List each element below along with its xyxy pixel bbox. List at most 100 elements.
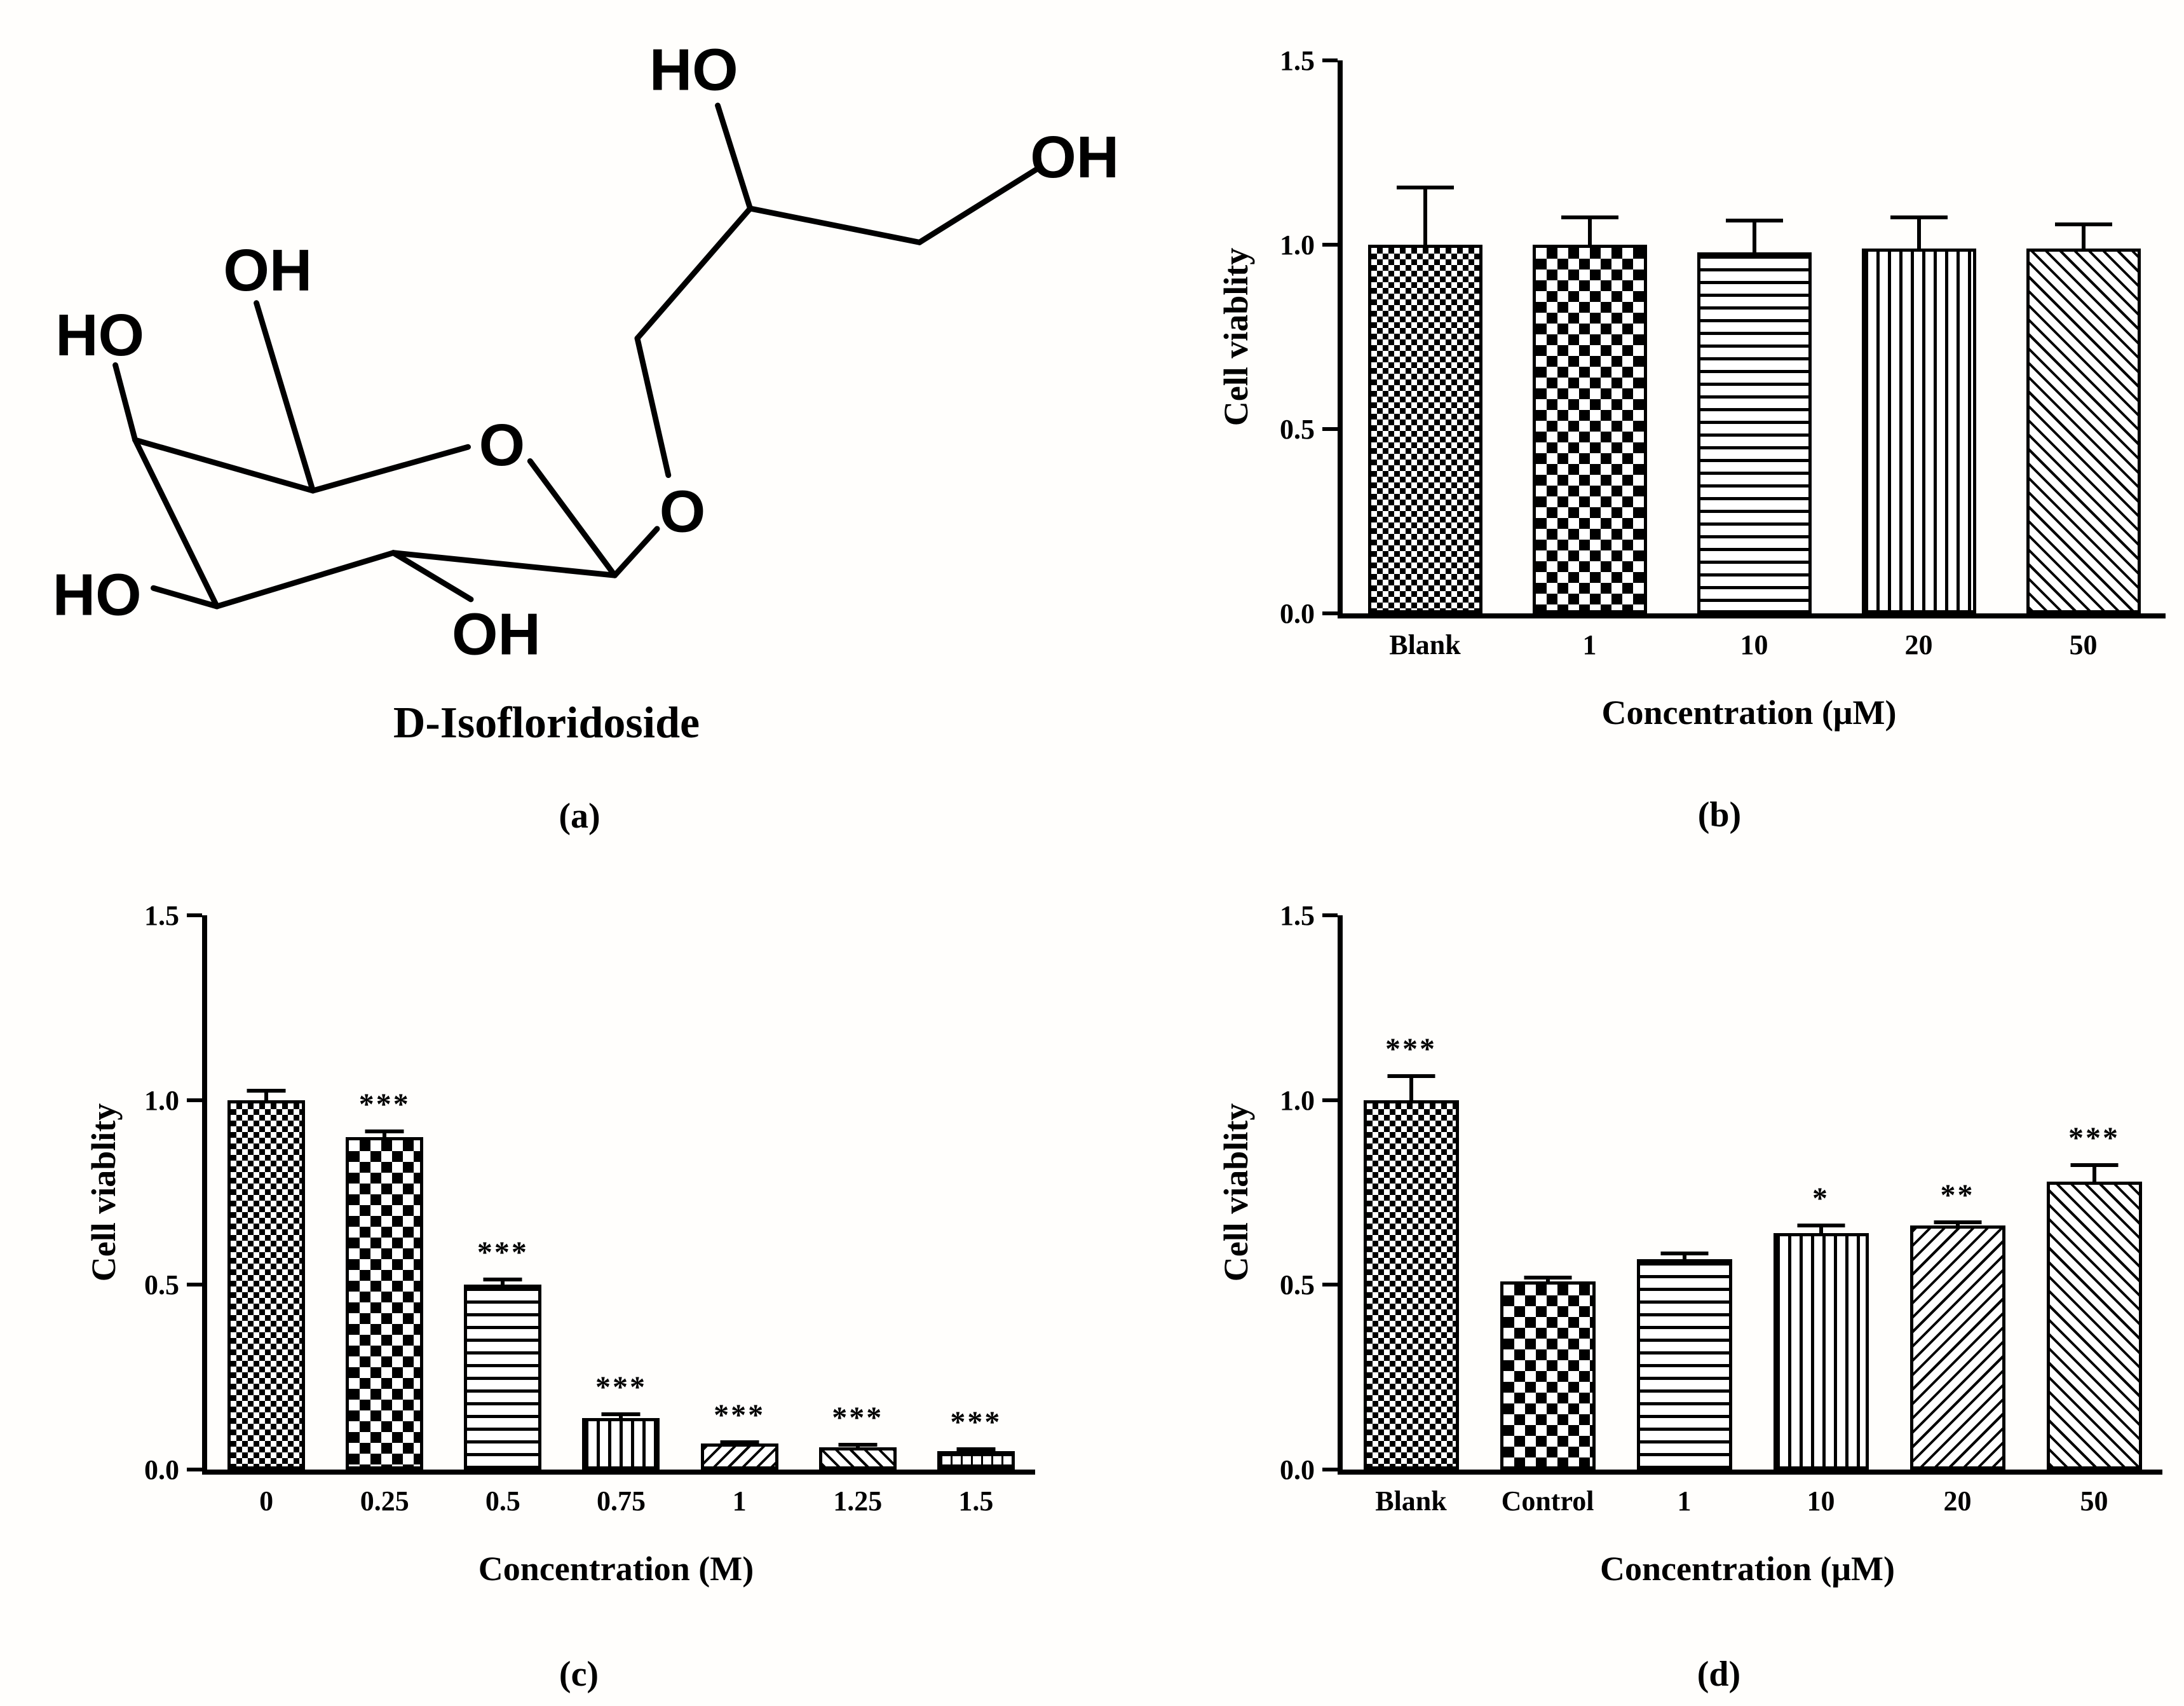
bar bbox=[2026, 248, 2141, 613]
error-bar-cap bbox=[956, 1447, 996, 1452]
error-bar-cap bbox=[365, 1129, 404, 1134]
y-tick-mark bbox=[187, 1468, 202, 1471]
y-tick-label: 0.5 bbox=[1280, 414, 1315, 446]
error-bar-cap bbox=[1934, 1220, 1981, 1224]
bond-line bbox=[254, 300, 316, 494]
bond-line bbox=[612, 526, 660, 578]
bond-line bbox=[527, 458, 618, 578]
x-axis-title: Concentration (M) bbox=[478, 1550, 754, 1588]
y-tick-label: 0.5 bbox=[1280, 1269, 1315, 1301]
x-tick-label: 50 bbox=[2069, 629, 2098, 660]
atom-label-ho-botleft: HO bbox=[53, 561, 142, 627]
chart-panel-d: Cell viablity 0.0 0.5 1.0 1.5 *** Blank Contro… bbox=[1201, 890, 2184, 1697]
bond-line bbox=[390, 550, 618, 578]
bond-line bbox=[634, 335, 672, 479]
panel-label-d: (d) bbox=[1697, 1655, 1741, 1694]
bar-slot: Control bbox=[1479, 915, 1616, 1517]
bar bbox=[1500, 1281, 1596, 1470]
bond-line bbox=[112, 362, 139, 443]
bar-slot: 20 bbox=[1836, 60, 2001, 660]
atom-label-oh-topright: OH bbox=[1030, 124, 1119, 190]
y-axis-title: Cell viablity bbox=[85, 1103, 123, 1282]
x-axis-title: Concentration (μM) bbox=[1599, 1550, 1895, 1588]
x-axis-title: Concentration (μM) bbox=[1601, 693, 1897, 732]
error-bar-cap bbox=[1660, 1252, 1708, 1256]
panel-label-b: (b) bbox=[1697, 795, 1742, 835]
bar bbox=[346, 1136, 424, 1470]
y-axis-title: Cell viablity bbox=[1217, 247, 1255, 426]
bar bbox=[2046, 1181, 2142, 1470]
y-tick-label: 1.0 bbox=[144, 1084, 179, 1116]
y-tick-label: 1.5 bbox=[144, 900, 179, 931]
error-bar-cap bbox=[838, 1443, 878, 1447]
x-tick-label: 0.5 bbox=[485, 1485, 520, 1517]
error-bar-line bbox=[264, 1089, 269, 1100]
significance-marker: *** bbox=[358, 1088, 410, 1122]
atom-label-oh-c6: OH bbox=[223, 237, 312, 303]
y-tick-mark bbox=[187, 1098, 202, 1102]
x-tick-label: 10 bbox=[1740, 629, 1768, 660]
error-bar-line bbox=[1916, 215, 1921, 249]
bar-slot: *** 0.75 bbox=[562, 915, 680, 1517]
significance-marker: *** bbox=[595, 1370, 647, 1404]
error-bar-cap bbox=[483, 1277, 522, 1281]
panel-label-c: (c) bbox=[559, 1655, 599, 1694]
bar-slot: *** 1.5 bbox=[917, 915, 1035, 1517]
x-tick-label: 1.25 bbox=[833, 1485, 883, 1517]
y-tick-label: 1.5 bbox=[1280, 45, 1315, 76]
bar bbox=[700, 1443, 778, 1470]
x-tick-label: 1 bbox=[732, 1485, 747, 1517]
bar-slot: Blank bbox=[1343, 60, 1507, 660]
error-bar-cap bbox=[247, 1089, 286, 1093]
y-tick-mark bbox=[1322, 913, 1338, 917]
chemical-structure: HO OH OH HO O O HO OH bbox=[53, 37, 1119, 667]
y-tick-mark bbox=[1322, 427, 1338, 432]
atom-label-o-ring: O bbox=[479, 412, 526, 478]
bar-slot: * 10 bbox=[1753, 915, 1889, 1517]
error-bar-cap bbox=[1725, 219, 1783, 223]
bond-line bbox=[747, 205, 923, 245]
bar-slot: *** 1 bbox=[681, 915, 799, 1517]
bar bbox=[582, 1417, 660, 1470]
significance-marker: *** bbox=[714, 1398, 766, 1432]
x-tick-label: Blank bbox=[1375, 1485, 1447, 1517]
bond-line bbox=[715, 102, 753, 212]
error-bar-cap bbox=[1387, 1074, 1435, 1078]
error-bar-cap bbox=[1396, 186, 1454, 190]
y-tick-mark bbox=[1322, 1283, 1338, 1287]
x-tick-label: 0.75 bbox=[596, 1485, 646, 1517]
bar bbox=[937, 1450, 1015, 1470]
bar-slot: 10 bbox=[1672, 60, 1836, 660]
bond-lines bbox=[112, 102, 1043, 610]
error-bar-cap bbox=[2054, 222, 2112, 227]
plot-area: 0.0 0.5 1.0 1.5 0 *** 0.25 *** 0.5 *** 0.75 *** 1 ***… bbox=[144, 900, 1035, 1517]
chart-panel-c: Cell viablity 0.0 0.5 1.0 1.5 0 *** 0.25 *** 0.5… bbox=[67, 890, 1058, 1697]
bond-line bbox=[390, 550, 474, 603]
significance-marker: *** bbox=[2068, 1121, 2120, 1155]
x-tick-label: 0 bbox=[259, 1485, 274, 1517]
significance-marker: *** bbox=[832, 1401, 884, 1435]
y-tick-mark bbox=[1322, 1468, 1338, 1471]
y-tick-label: 0.0 bbox=[144, 1454, 179, 1485]
x-tick-label: 20 bbox=[1904, 629, 1933, 660]
y-tick-label: 0.0 bbox=[1280, 598, 1315, 629]
error-bar-cap bbox=[1561, 215, 1618, 219]
error-bar-cap bbox=[601, 1412, 641, 1416]
bar bbox=[1773, 1232, 1869, 1470]
bar-slot: *** Blank bbox=[1343, 915, 1479, 1517]
bond-line bbox=[309, 444, 471, 494]
bar bbox=[1697, 252, 1812, 613]
plot-area: 0.0 0.5 1.0 1.5 Blank 1 10 20 50 bbox=[1280, 45, 2166, 660]
bond-line bbox=[132, 437, 220, 610]
bond-line bbox=[132, 437, 316, 494]
bar bbox=[1532, 245, 1647, 613]
error-bar-cap bbox=[1890, 215, 1948, 219]
error-bar-line bbox=[2092, 1163, 2096, 1182]
significance-marker: * bbox=[1812, 1182, 1829, 1216]
x-tick-label: 0.25 bbox=[360, 1485, 409, 1517]
atom-label-oh-c2: OH bbox=[452, 601, 541, 667]
y-tick-mark bbox=[1322, 1098, 1338, 1102]
bar bbox=[1367, 245, 1482, 613]
bar-slot: 50 bbox=[2001, 60, 2166, 660]
y-tick-label: 0.5 bbox=[144, 1269, 179, 1301]
